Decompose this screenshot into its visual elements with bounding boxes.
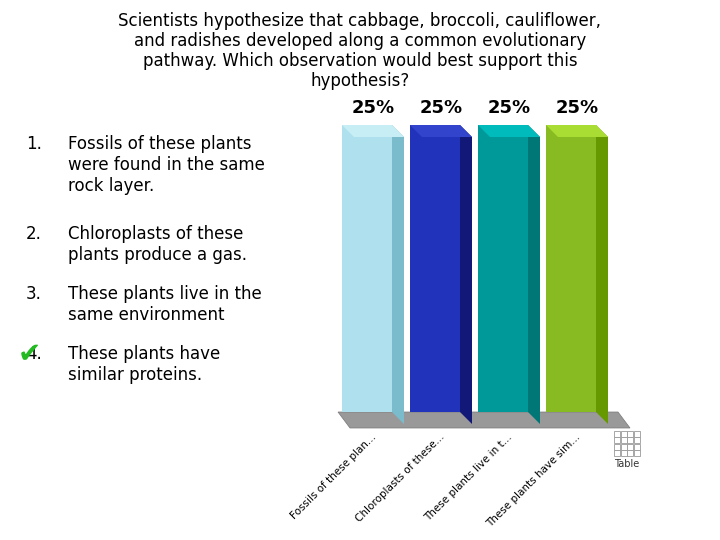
- Bar: [614, 450, 620, 456]
- Text: 25%: 25%: [487, 99, 531, 117]
- Text: ✔: ✔: [18, 340, 41, 368]
- Bar: [621, 430, 626, 436]
- Bar: [634, 450, 639, 456]
- Polygon shape: [528, 125, 540, 424]
- Text: 2.: 2.: [26, 225, 42, 243]
- Bar: [627, 450, 633, 456]
- Text: 25%: 25%: [351, 99, 395, 117]
- Text: Fossils of these plants
were found in the same
rock layer.: Fossils of these plants were found in th…: [68, 135, 265, 194]
- Bar: [627, 437, 633, 443]
- Bar: [621, 450, 626, 456]
- Text: These plants live in t...: These plants live in t...: [423, 432, 514, 523]
- Polygon shape: [546, 125, 596, 412]
- Polygon shape: [478, 125, 540, 137]
- Bar: [627, 443, 633, 449]
- Bar: [621, 437, 626, 443]
- Bar: [614, 430, 620, 436]
- Bar: [614, 443, 620, 449]
- Text: These plants have sim...: These plants have sim...: [485, 432, 582, 529]
- Text: and radishes developed along a common evolutionary: and radishes developed along a common ev…: [134, 32, 586, 50]
- Polygon shape: [392, 125, 404, 424]
- Polygon shape: [460, 125, 472, 424]
- Polygon shape: [342, 125, 392, 412]
- Polygon shape: [410, 125, 460, 412]
- Polygon shape: [596, 125, 608, 424]
- Polygon shape: [342, 125, 404, 137]
- Polygon shape: [410, 125, 472, 137]
- Text: 1.: 1.: [26, 135, 42, 153]
- Text: pathway. Which observation would best support this: pathway. Which observation would best su…: [143, 52, 577, 70]
- Text: Table: Table: [614, 459, 639, 469]
- Text: Chloroplasts of these
plants produce a gas.: Chloroplasts of these plants produce a g…: [68, 225, 247, 264]
- Bar: [634, 430, 639, 436]
- Bar: [634, 437, 639, 443]
- Text: Chloroplasts of these...: Chloroplasts of these...: [354, 432, 446, 524]
- Text: Scientists hypothesize that cabbage, broccoli, cauliflower,: Scientists hypothesize that cabbage, bro…: [119, 12, 601, 30]
- Polygon shape: [338, 412, 630, 428]
- Text: hypothesis?: hypothesis?: [310, 72, 410, 90]
- Polygon shape: [546, 125, 608, 137]
- Text: 3.: 3.: [26, 285, 42, 303]
- Text: These plants live in the
same environment: These plants live in the same environmen…: [68, 285, 262, 324]
- Polygon shape: [478, 125, 528, 412]
- Text: 4.: 4.: [26, 345, 42, 363]
- Text: Fossils of these plan...: Fossils of these plan...: [289, 432, 378, 521]
- Bar: [634, 443, 639, 449]
- Text: 25%: 25%: [420, 99, 462, 117]
- Text: 25%: 25%: [555, 99, 598, 117]
- Text: These plants have
similar proteins.: These plants have similar proteins.: [68, 345, 220, 384]
- Bar: [627, 430, 633, 436]
- Bar: [621, 443, 626, 449]
- Bar: [614, 437, 620, 443]
